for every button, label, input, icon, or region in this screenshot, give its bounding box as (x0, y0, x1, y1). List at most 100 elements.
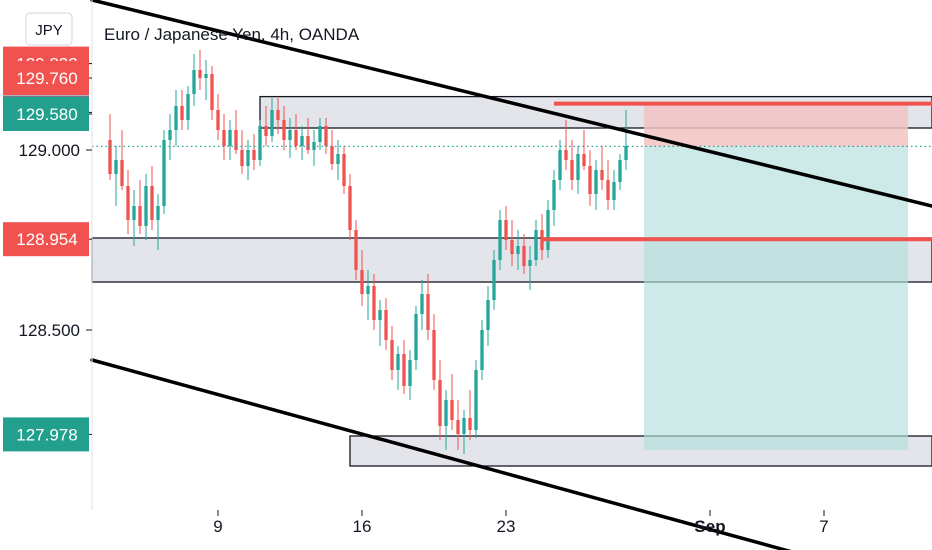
time-tick-label: Sep (694, 517, 725, 536)
candle-body (474, 370, 478, 430)
candle (438, 360, 442, 440)
price-tick-label: 128.500 (19, 321, 80, 340)
candle-body (378, 310, 382, 320)
candle-body (564, 150, 568, 160)
candle (336, 140, 340, 180)
candle-body (108, 140, 112, 174)
candle (288, 118, 292, 158)
candle-body (156, 206, 160, 220)
candle-body (414, 314, 418, 360)
candle-body (222, 130, 226, 146)
candle-body (138, 206, 142, 226)
candle-body (132, 206, 136, 220)
candle-body (294, 130, 298, 146)
candle (450, 374, 454, 430)
candle-body (204, 74, 208, 78)
candle (192, 54, 196, 106)
price-tag-text: 129.760 (16, 69, 77, 88)
candle-body (582, 154, 586, 166)
price-tag: 129.580 (3, 97, 89, 131)
candle-body (588, 166, 592, 194)
candle (342, 146, 346, 194)
candle (624, 110, 628, 170)
price-tag-background (3, 61, 89, 95)
price-tag-background (3, 417, 89, 452)
time-tick-label: 16 (353, 517, 372, 536)
candle (108, 114, 112, 180)
candle-body (162, 140, 166, 206)
candle-body (402, 354, 406, 386)
candle (582, 130, 586, 170)
candle-body (252, 150, 256, 160)
candle (222, 114, 226, 160)
candle-body (396, 354, 400, 370)
candle (252, 134, 256, 170)
candle (552, 170, 556, 226)
candle-body (120, 160, 124, 186)
candle-body (618, 160, 622, 182)
trendline (90, 358, 792, 550)
candle-body (528, 260, 532, 266)
candle (444, 390, 448, 450)
candle (300, 126, 304, 160)
candle (276, 98, 280, 134)
candles-layer (108, 50, 628, 454)
candle-body (246, 150, 250, 166)
candle-body (354, 230, 358, 270)
candle-body (150, 186, 154, 220)
candle (498, 210, 502, 270)
candle (264, 106, 268, 146)
candle (144, 174, 148, 240)
candle (126, 170, 130, 234)
candle-body (180, 106, 184, 120)
candle (366, 270, 370, 320)
candle-body (516, 246, 520, 254)
candle-body (558, 150, 562, 180)
candle-body (234, 130, 238, 150)
candle (294, 114, 298, 150)
candle-body (552, 180, 556, 210)
price-tag-text: 128.954 (16, 230, 77, 249)
price-axis[interactable]: 129.832129.760129.588129.580129.000128.9… (3, 46, 92, 452)
candle (156, 194, 160, 250)
candle-body (192, 70, 196, 94)
candle (360, 250, 364, 306)
candle-body (210, 74, 214, 110)
candle (504, 206, 508, 250)
candle (522, 234, 526, 274)
candle-body (300, 136, 304, 146)
symbol-badge[interactable]: JPY (25, 12, 73, 46)
candle (372, 274, 376, 330)
candle (132, 190, 136, 246)
candle (282, 106, 286, 150)
candle (186, 86, 190, 130)
price-tick-text: 129.000 (19, 141, 80, 160)
position-layer (644, 103, 908, 450)
candle-body (534, 230, 538, 260)
candle (408, 350, 412, 400)
symbol-badge-text: JPY (35, 22, 63, 39)
candle (432, 314, 436, 390)
candle-body (546, 210, 550, 250)
trendlines-layer (90, 0, 932, 550)
candle-body (360, 270, 364, 294)
price-tick-text: 128.500 (19, 321, 80, 340)
candle-body (624, 146, 628, 160)
time-tick-label: 7 (819, 517, 828, 536)
candle (324, 118, 328, 154)
candle-body (444, 400, 448, 426)
candle (576, 146, 580, 194)
candle-body (144, 186, 148, 226)
candle (348, 174, 352, 240)
time-axis[interactable]: 9 16 23 Sep 7 (213, 510, 829, 536)
candle (510, 220, 514, 266)
candle-body (504, 220, 508, 240)
candle-body (282, 120, 286, 140)
candle (594, 160, 598, 210)
candle (414, 306, 418, 370)
candle (318, 118, 322, 150)
candle-body (174, 106, 178, 130)
candle-body (468, 418, 472, 430)
candle (534, 220, 538, 266)
